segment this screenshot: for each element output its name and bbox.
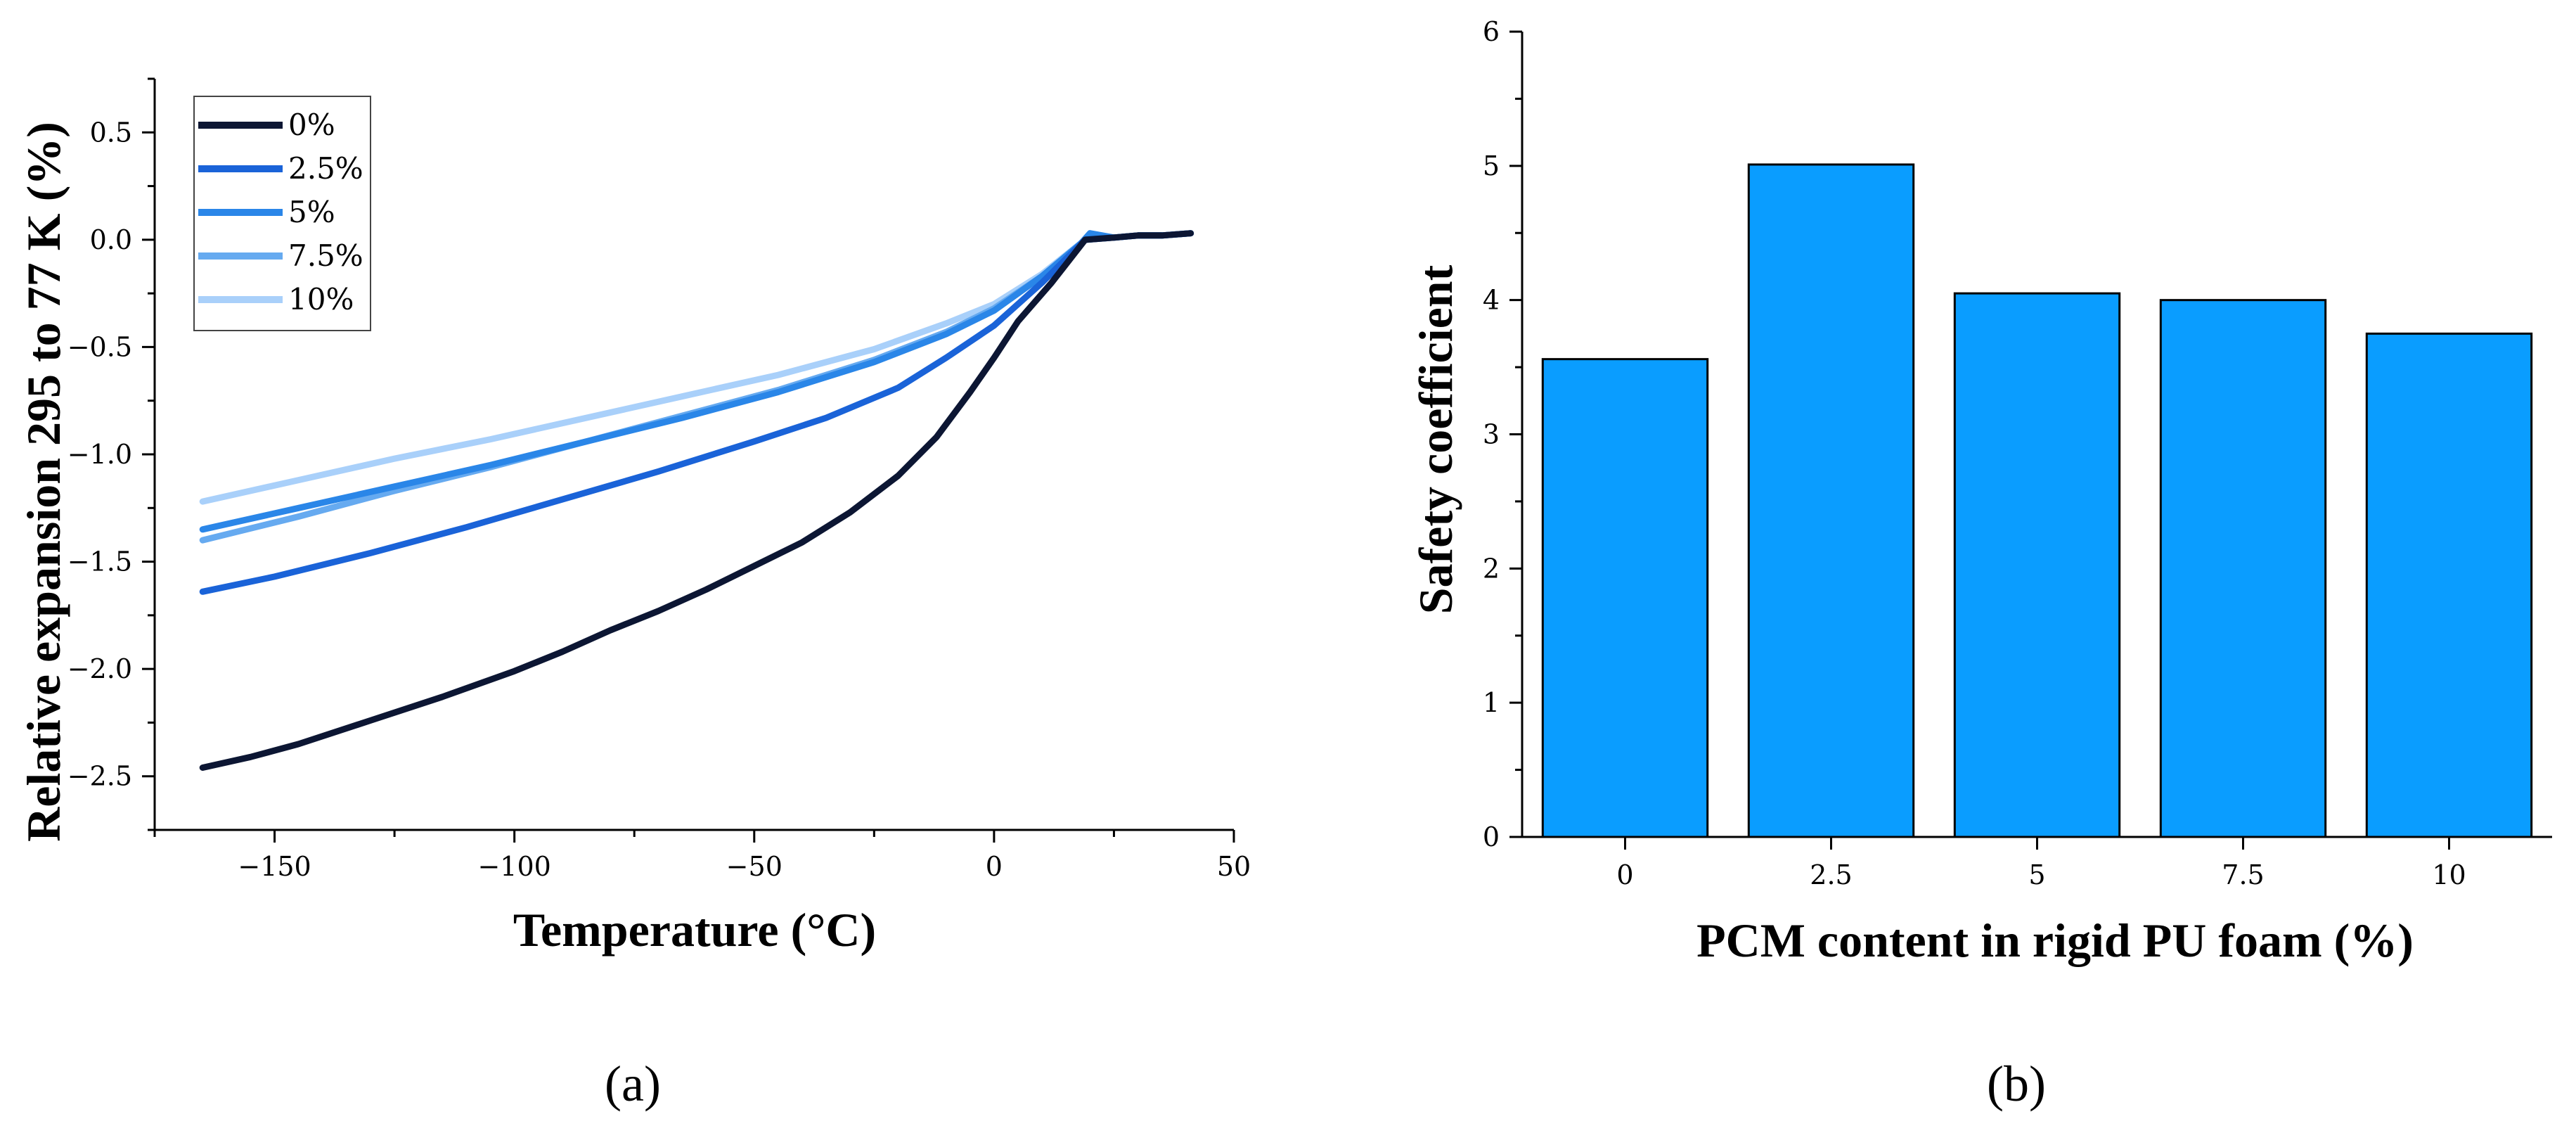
- legend-label: 2.5%: [288, 151, 363, 186]
- bar: [1541, 358, 1709, 838]
- y-tick-label: 4: [1483, 285, 1500, 316]
- bar-chart-x-ticks: 0 2.5 5 7.5 10: [1616, 837, 2466, 890]
- bar-chart-panel: 0 2.5 5 7.5 10 0 1 2 3 4 5 6 PCM content in rigid …: [1409, 16, 2552, 1112]
- bar-chart-y-ticks: 0 1 2 3 4 5 6: [1483, 16, 1522, 852]
- x-tick-label: −150: [238, 851, 311, 882]
- x-tick-label: −50: [726, 851, 783, 882]
- x-tick-label: −100: [477, 851, 550, 882]
- bar: [1747, 163, 1915, 838]
- panel-label-a: (a): [605, 1056, 661, 1112]
- y-tick-label: 2: [1483, 553, 1500, 584]
- y-tick-label: −1.5: [67, 546, 132, 577]
- x-tick-label: 5: [2028, 859, 2045, 890]
- x-tick-label: 0: [1616, 859, 1633, 890]
- y-tick-label: 1: [1483, 687, 1500, 718]
- line-chart-series: [199, 230, 1194, 771]
- bar: [2365, 332, 2533, 838]
- legend-label: 5%: [288, 195, 335, 229]
- legend: 0% 2.5% 5% 7.5% 10%: [193, 96, 371, 331]
- x-axis-title: Temperature (°C): [513, 903, 876, 957]
- bar: [2159, 299, 2327, 838]
- y-axis-title: Safety coefficient: [1409, 264, 1462, 614]
- x-tick-label: 0: [986, 851, 1003, 882]
- y-tick-label: −2.0: [67, 653, 132, 684]
- x-axis-title: PCM content in rigid PU foam (%): [1696, 914, 2414, 967]
- y-tick-label: 0.0: [90, 224, 132, 255]
- x-tick-label: 7.5: [2222, 859, 2264, 890]
- y-tick-label: 6: [1483, 16, 1500, 47]
- y-axis-title: Relative expansion 295 to 77 K (%): [17, 122, 70, 842]
- y-tick-label: −2.5: [67, 761, 132, 792]
- legend-label: 10%: [288, 282, 354, 316]
- line-chart-y-ticks: −2.5 −2.0 −1.5 −1.0 −0.5 0.0 0.5: [67, 77, 155, 831]
- legend-label: 7.5%: [288, 238, 363, 273]
- line-chart-panel: −150 −100 −50 0 50 −2.5 −2.0 −1.5 −1.0 −0.5 0.0 0.…: [17, 77, 1251, 1112]
- line-chart-x-ticks: −150 −100 −50 0 50: [153, 830, 1251, 882]
- bar-chart-bars: [1541, 163, 2533, 838]
- y-tick-label: 0: [1483, 821, 1500, 852]
- y-tick-label: 5: [1483, 151, 1500, 181]
- panel-label-b: (b): [1987, 1056, 2046, 1112]
- legend-label: 0%: [288, 108, 335, 142]
- y-tick-label: 0.5: [90, 117, 132, 148]
- bar: [1953, 292, 2121, 838]
- y-tick-label: −0.5: [67, 331, 132, 362]
- y-tick-label: 3: [1483, 419, 1500, 450]
- series-line-1: [199, 230, 1194, 771]
- y-tick-label: −1.0: [67, 439, 132, 470]
- x-tick-label: 10: [2432, 859, 2466, 890]
- x-tick-label: 50: [1217, 851, 1251, 882]
- x-tick-label: 2.5: [1810, 859, 1852, 890]
